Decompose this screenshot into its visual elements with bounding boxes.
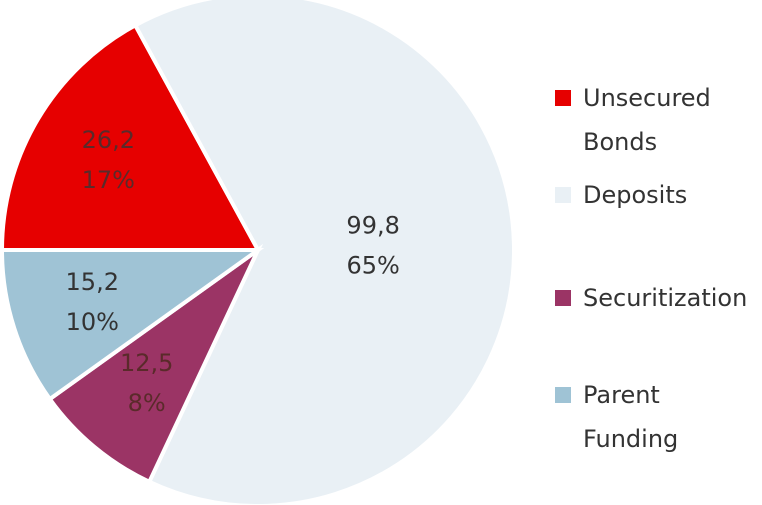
value-label: 15,2: [66, 268, 119, 296]
legend-label: Unsecured Bonds: [583, 84, 711, 156]
legend-item: Securitization: [555, 276, 748, 320]
pie-slice: [47, 243, 264, 485]
legend-item: Unsecured Bonds: [555, 76, 723, 164]
legend-swatch: [555, 90, 571, 106]
legend-item: Parent Funding: [555, 373, 723, 461]
pie-slice: [0, 248, 265, 402]
legend-item: Deposits: [555, 173, 723, 217]
legend-swatch: [555, 387, 571, 403]
legend-swatch: [555, 187, 571, 203]
pie-slice: [132, 0, 516, 505]
percentage-label: 10%: [66, 308, 119, 336]
value-label: 99,8: [346, 211, 399, 239]
legend-label: Deposits: [583, 181, 688, 209]
legend-swatch: [555, 290, 571, 306]
value-label: 26,2: [82, 126, 135, 154]
legend-label: Parent Funding: [583, 381, 679, 453]
percentage-label: 8%: [128, 389, 166, 417]
percentage-label: 17%: [82, 166, 135, 194]
value-label: 12,5: [120, 349, 173, 377]
legend-label: Securitization: [583, 284, 748, 312]
percentage-label: 65%: [346, 251, 399, 279]
pie-slice: [0, 22, 262, 252]
